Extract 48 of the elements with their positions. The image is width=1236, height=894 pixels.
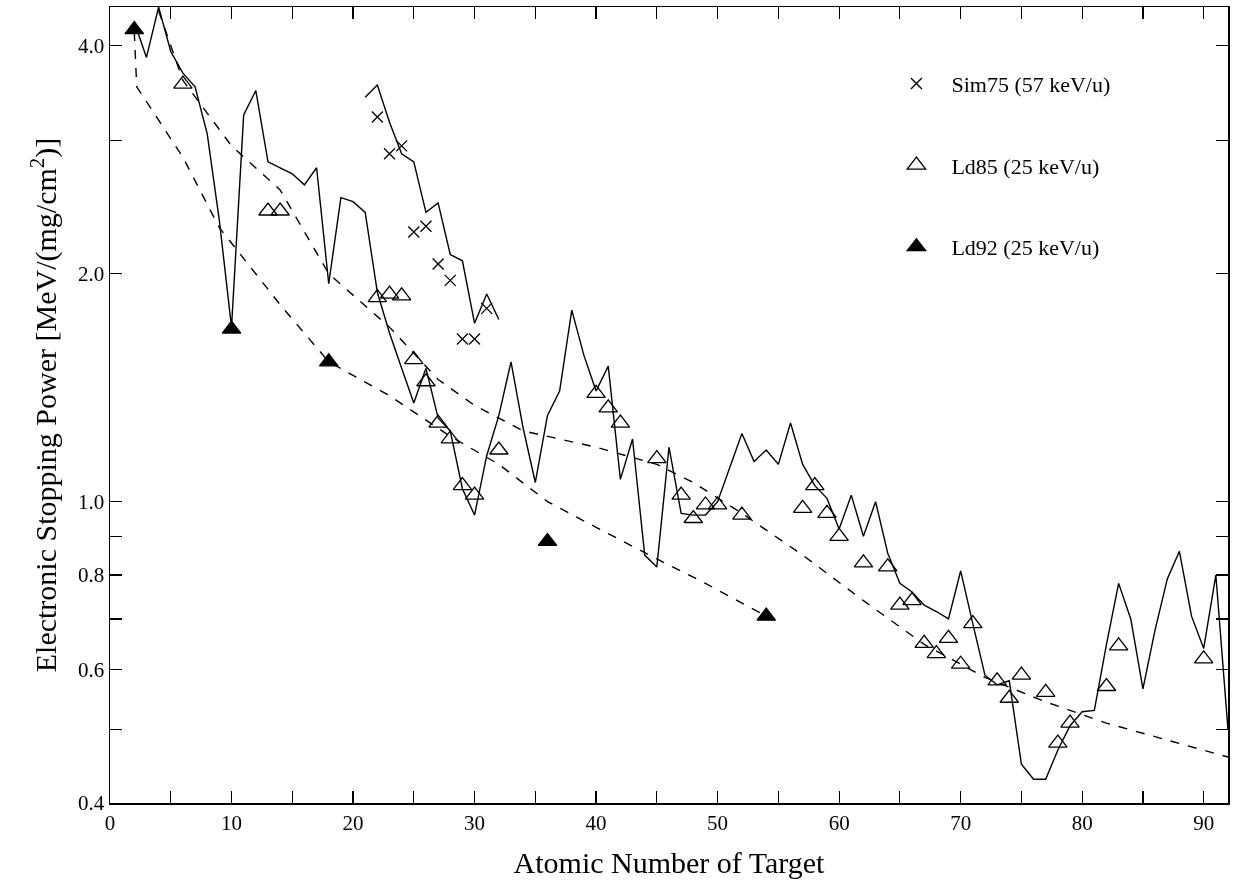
point [431, 257, 445, 271]
legend-label: Sim75 (57 keV/u) [951, 72, 1111, 98]
point [367, 288, 388, 303]
x-tick-label: 50 [707, 810, 729, 835]
x-tick-label: 40 [585, 810, 607, 835]
point [586, 384, 606, 398]
point [428, 414, 448, 428]
point [407, 225, 420, 239]
point [890, 596, 910, 610]
point [173, 75, 193, 89]
point [646, 449, 667, 464]
x-tick-label: 70 [950, 810, 972, 835]
x-axis-title: Atomic Number of Target [513, 845, 826, 879]
point [419, 220, 433, 233]
legend-label: Ld92 (25 keV/u) [951, 235, 1100, 261]
y-tick-label: 1.0 [78, 490, 105, 514]
y-tick-label: 2.0 [78, 262, 105, 287]
point [817, 504, 837, 519]
point [683, 509, 704, 524]
point [452, 476, 473, 491]
point [416, 373, 436, 387]
legend-label: Ld85 (25 keV/u) [951, 153, 1100, 179]
point [258, 202, 278, 216]
x-tick-label: 10 [221, 810, 243, 835]
x-tick-label: 30 [464, 810, 486, 835]
point [926, 644, 947, 659]
y-tick-label: 4.0 [78, 34, 105, 59]
point [1060, 714, 1080, 728]
point [395, 139, 408, 153]
point [537, 532, 558, 547]
point [1096, 677, 1117, 692]
point [371, 110, 384, 124]
x-tick-label: 80 [1071, 810, 1093, 835]
y-tick-label: 0.4 [78, 791, 105, 816]
x-tick-label: 20 [342, 810, 364, 835]
point [987, 672, 1007, 686]
point [804, 476, 825, 491]
point [444, 274, 457, 287]
x-tick-label: 60 [828, 810, 850, 835]
point [383, 147, 396, 160]
x-tick-label: 0 [104, 810, 116, 835]
point [732, 506, 752, 520]
y-tick-label: 0.8 [78, 563, 105, 588]
y-tick-label: 0.6 [78, 658, 105, 682]
point [480, 302, 493, 315]
x-tick-label: 90 [1193, 810, 1215, 835]
line-series [364, 84, 500, 324]
point [902, 592, 922, 606]
